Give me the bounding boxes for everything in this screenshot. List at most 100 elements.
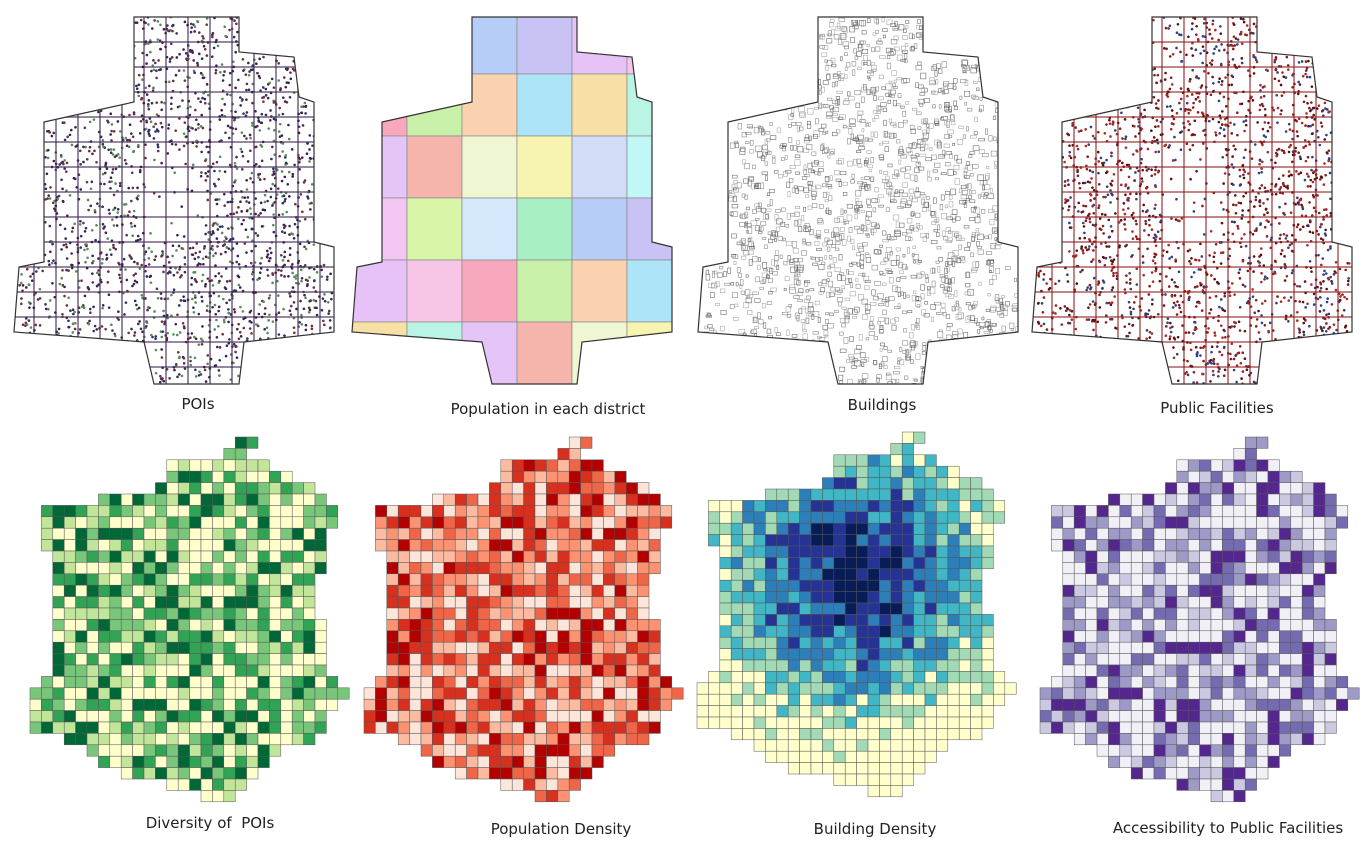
point [1260, 247, 1263, 250]
point [242, 326, 246, 330]
point [82, 306, 86, 310]
building [827, 271, 832, 277]
point [1310, 85, 1314, 88]
point [136, 234, 140, 238]
point [68, 133, 72, 137]
point [52, 131, 56, 135]
point [147, 132, 151, 136]
building [839, 366, 845, 372]
building [836, 129, 841, 134]
point [113, 206, 117, 210]
point [1097, 160, 1101, 163]
building [857, 181, 864, 185]
building [940, 308, 946, 313]
building [823, 330, 829, 337]
building [812, 262, 818, 266]
building [896, 139, 901, 144]
building [908, 143, 913, 150]
building [914, 378, 918, 382]
building [833, 233, 840, 238]
building [834, 290, 842, 295]
point [123, 313, 126, 316]
point [1172, 122, 1175, 126]
point [1128, 282, 1132, 285]
building [899, 346, 903, 352]
point [125, 278, 129, 282]
point [1241, 351, 1245, 355]
point [1101, 279, 1105, 282]
point [170, 142, 174, 146]
building [837, 22, 841, 29]
point [114, 247, 118, 251]
building [897, 54, 904, 61]
point [235, 167, 239, 170]
point [228, 71, 232, 75]
building [951, 209, 958, 215]
building [840, 285, 845, 289]
point [1264, 113, 1267, 117]
point [249, 207, 252, 210]
point [204, 232, 207, 236]
building [883, 365, 888, 369]
building [965, 282, 971, 288]
building [822, 148, 828, 154]
point [1258, 159, 1262, 162]
building [821, 261, 826, 265]
building [847, 160, 853, 167]
point [1169, 105, 1172, 108]
building [746, 296, 750, 299]
building [730, 253, 737, 258]
point [189, 363, 193, 367]
point [1123, 218, 1127, 221]
point [70, 230, 74, 233]
building [1001, 337, 1004, 341]
point [18, 336, 22, 339]
building [870, 131, 874, 138]
building [965, 302, 971, 306]
point [254, 244, 257, 248]
point [93, 209, 97, 212]
point [1229, 121, 1232, 125]
point [109, 148, 113, 151]
point [1109, 225, 1113, 228]
point [291, 286, 295, 289]
point [178, 104, 182, 108]
point [177, 373, 181, 376]
point [195, 145, 198, 148]
point [1302, 317, 1306, 320]
building [937, 266, 941, 273]
point [1307, 106, 1311, 110]
point [1176, 22, 1180, 26]
building [703, 335, 709, 341]
point [234, 127, 238, 131]
district [406, 197, 463, 261]
district [516, 321, 573, 384]
point [1260, 170, 1264, 174]
point [182, 235, 186, 238]
building [882, 140, 890, 144]
point [1135, 267, 1139, 271]
district [516, 17, 573, 75]
building [747, 227, 753, 234]
building [940, 194, 945, 201]
building [887, 271, 893, 274]
district [571, 17, 628, 75]
point [322, 340, 325, 344]
point [81, 305, 84, 309]
point [1296, 319, 1299, 322]
point [93, 324, 97, 328]
building [981, 316, 985, 321]
point [200, 299, 204, 303]
point [74, 145, 78, 148]
point [191, 127, 194, 130]
building [852, 358, 858, 363]
building [878, 204, 884, 208]
building [942, 312, 948, 317]
point [232, 35, 236, 39]
point [1290, 242, 1294, 245]
point [305, 152, 309, 156]
point [270, 77, 274, 81]
point [1241, 213, 1244, 217]
point [1221, 336, 1224, 339]
building [936, 63, 941, 69]
